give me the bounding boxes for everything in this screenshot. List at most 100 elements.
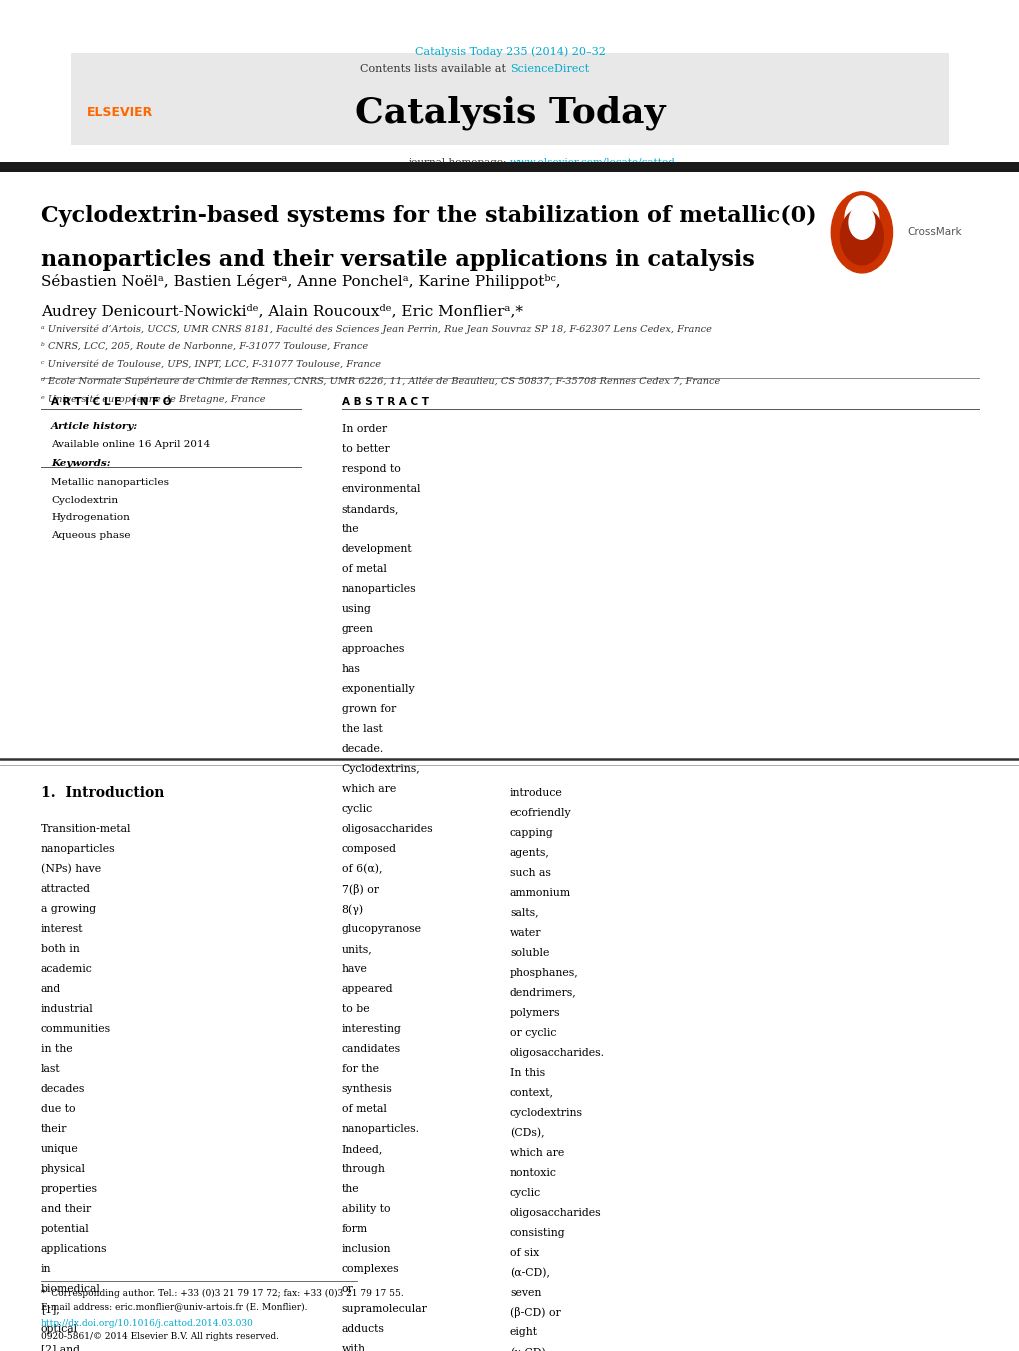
Text: Metallic nanoparticles: Metallic nanoparticles xyxy=(51,478,169,488)
Text: cyclic: cyclic xyxy=(341,804,373,815)
Text: ᵃ Université d’Artois, UCCS, UMR CNRS 8181, Faculté des Sciences Jean Perrin, Ru: ᵃ Université d’Artois, UCCS, UMR CNRS 81… xyxy=(41,324,711,334)
Text: of metal: of metal xyxy=(341,565,386,574)
Text: ability to: ability to xyxy=(341,1204,390,1215)
Text: http://dx.doi.org/10.1016/j.cattod.2014.03.030: http://dx.doi.org/10.1016/j.cattod.2014.… xyxy=(41,1319,254,1328)
Text: or cyclic: or cyclic xyxy=(510,1028,555,1038)
Text: Audrey Denicourt-Nowickiᵈᵉ, Alain Roucouxᵈᵉ, Eric Monflierᵃ,*: Audrey Denicourt-Nowickiᵈᵉ, Alain Roucou… xyxy=(41,304,523,319)
Text: ammonium: ammonium xyxy=(510,888,571,897)
Text: E-mail address: eric.monflier@univ-artois.fr (E. Monflier).: E-mail address: eric.monflier@univ-artoi… xyxy=(41,1302,307,1312)
Text: (NPs) have: (NPs) have xyxy=(41,865,101,874)
Text: (γ-CD): (γ-CD) xyxy=(510,1347,545,1351)
Text: exponentially: exponentially xyxy=(341,684,415,694)
Text: Article history:: Article history: xyxy=(51,422,139,431)
Text: academic: academic xyxy=(41,965,93,974)
Text: of metal: of metal xyxy=(341,1104,386,1115)
Text: consisting: consisting xyxy=(510,1228,566,1238)
Text: potential: potential xyxy=(41,1224,90,1233)
Text: decades: decades xyxy=(41,1084,86,1094)
Text: [2] and: [2] and xyxy=(41,1344,79,1351)
Text: a growing: a growing xyxy=(41,904,96,915)
Text: context,: context, xyxy=(510,1088,553,1097)
Text: salts,: salts, xyxy=(510,908,538,917)
Text: using: using xyxy=(341,604,371,615)
Text: ᶜ Université de Toulouse, UPS, INPT, LCC, F-31077 Toulouse, France: ᶜ Université de Toulouse, UPS, INPT, LCC… xyxy=(41,359,380,369)
Circle shape xyxy=(848,205,874,239)
Text: Catalysis Today 235 (2014) 20–32: Catalysis Today 235 (2014) 20–32 xyxy=(414,46,605,57)
Text: the: the xyxy=(341,1183,359,1194)
Text: applications: applications xyxy=(41,1244,107,1254)
Text: the last: the last xyxy=(341,724,382,734)
Text: (α-CD),: (α-CD), xyxy=(510,1267,549,1278)
Text: inclusion: inclusion xyxy=(341,1244,391,1254)
Text: nanoparticles: nanoparticles xyxy=(341,584,416,594)
Text: Cyclodextrins,: Cyclodextrins, xyxy=(341,765,420,774)
Circle shape xyxy=(840,208,882,265)
Text: 0920-5861/© 2014 Elsevier B.V. All rights reserved.: 0920-5861/© 2014 Elsevier B.V. All right… xyxy=(41,1332,278,1342)
Text: supramolecular: supramolecular xyxy=(341,1304,427,1315)
Text: oligosaccharides: oligosaccharides xyxy=(341,824,433,834)
Text: [1],: [1], xyxy=(41,1304,59,1315)
Text: nanoparticles: nanoparticles xyxy=(41,844,115,854)
Text: and: and xyxy=(41,984,61,994)
Text: form: form xyxy=(341,1224,368,1233)
Text: phosphanes,: phosphanes, xyxy=(510,967,578,978)
Bar xyxy=(0,162,1019,172)
Text: interest: interest xyxy=(41,924,84,934)
Text: agents,: agents, xyxy=(510,847,549,858)
Text: oligosaccharides.: oligosaccharides. xyxy=(510,1047,604,1058)
Text: with: with xyxy=(341,1344,366,1351)
Bar xyxy=(71,53,948,145)
Text: 1.  Introduction: 1. Introduction xyxy=(41,786,164,800)
Text: decade.: decade. xyxy=(341,744,383,754)
Text: water: water xyxy=(510,928,541,938)
Text: In this: In this xyxy=(510,1067,544,1078)
Text: units,: units, xyxy=(341,944,372,954)
Text: 7(β) or: 7(β) or xyxy=(341,884,378,896)
Text: glucopyranose: glucopyranose xyxy=(341,924,421,934)
Text: Indeed,: Indeed, xyxy=(341,1144,383,1154)
Text: which are: which are xyxy=(341,784,395,794)
Text: ᵈ Ecole Normale Supérieure de Chimie de Rennes, CNRS, UMR 6226, 11, Allée de Bea: ᵈ Ecole Normale Supérieure de Chimie de … xyxy=(41,377,719,386)
Text: communities: communities xyxy=(41,1024,111,1034)
Text: environmental: environmental xyxy=(341,484,421,494)
Text: and their: and their xyxy=(41,1204,91,1215)
Text: biomedical: biomedical xyxy=(41,1283,101,1294)
Text: industrial: industrial xyxy=(41,1004,94,1015)
Text: ScienceDirect: ScienceDirect xyxy=(510,65,589,74)
Text: eight: eight xyxy=(510,1328,537,1337)
Text: due to: due to xyxy=(41,1104,75,1115)
Text: Hydrogenation: Hydrogenation xyxy=(51,513,129,523)
Text: seven: seven xyxy=(510,1288,541,1297)
Text: their: their xyxy=(41,1124,67,1133)
Text: such as: such as xyxy=(510,867,550,878)
Text: to better: to better xyxy=(341,444,389,454)
Text: A R T I C L E   I N F O: A R T I C L E I N F O xyxy=(51,397,171,407)
Text: Aqueous phase: Aqueous phase xyxy=(51,531,130,540)
Text: polymers: polymers xyxy=(510,1008,560,1017)
Text: of 6(α),: of 6(α), xyxy=(341,865,382,874)
Text: ᵇ CNRS, LCC, 205, Route de Narbonne, F-31077 Toulouse, France: ᵇ CNRS, LCC, 205, Route de Narbonne, F-3… xyxy=(41,342,368,351)
Text: (β-CD) or: (β-CD) or xyxy=(510,1308,560,1319)
Text: attracted: attracted xyxy=(41,884,91,894)
Text: properties: properties xyxy=(41,1183,98,1194)
Text: Contents lists available at: Contents lists available at xyxy=(360,65,510,74)
Text: candidates: candidates xyxy=(341,1044,400,1054)
Text: nontoxic: nontoxic xyxy=(510,1167,556,1178)
Text: physical: physical xyxy=(41,1165,86,1174)
Text: optical: optical xyxy=(41,1324,77,1333)
Text: www.elsevier.com/locate/cattod: www.elsevier.com/locate/cattod xyxy=(510,158,676,166)
Text: for the: for the xyxy=(341,1065,378,1074)
Text: Keywords:: Keywords: xyxy=(51,459,110,469)
Text: nanoparticles and their versatile applications in catalysis: nanoparticles and their versatile applic… xyxy=(41,249,754,270)
Text: both in: both in xyxy=(41,944,79,954)
Text: approaches: approaches xyxy=(341,644,405,654)
Text: complexes: complexes xyxy=(341,1265,398,1274)
Text: In order: In order xyxy=(341,424,386,434)
Text: adducts: adducts xyxy=(341,1324,384,1333)
Text: development: development xyxy=(341,544,412,554)
Text: respond to: respond to xyxy=(341,465,400,474)
Text: Transition-metal: Transition-metal xyxy=(41,824,131,834)
Circle shape xyxy=(844,196,878,240)
Text: has: has xyxy=(341,665,361,674)
Text: last: last xyxy=(41,1065,60,1074)
